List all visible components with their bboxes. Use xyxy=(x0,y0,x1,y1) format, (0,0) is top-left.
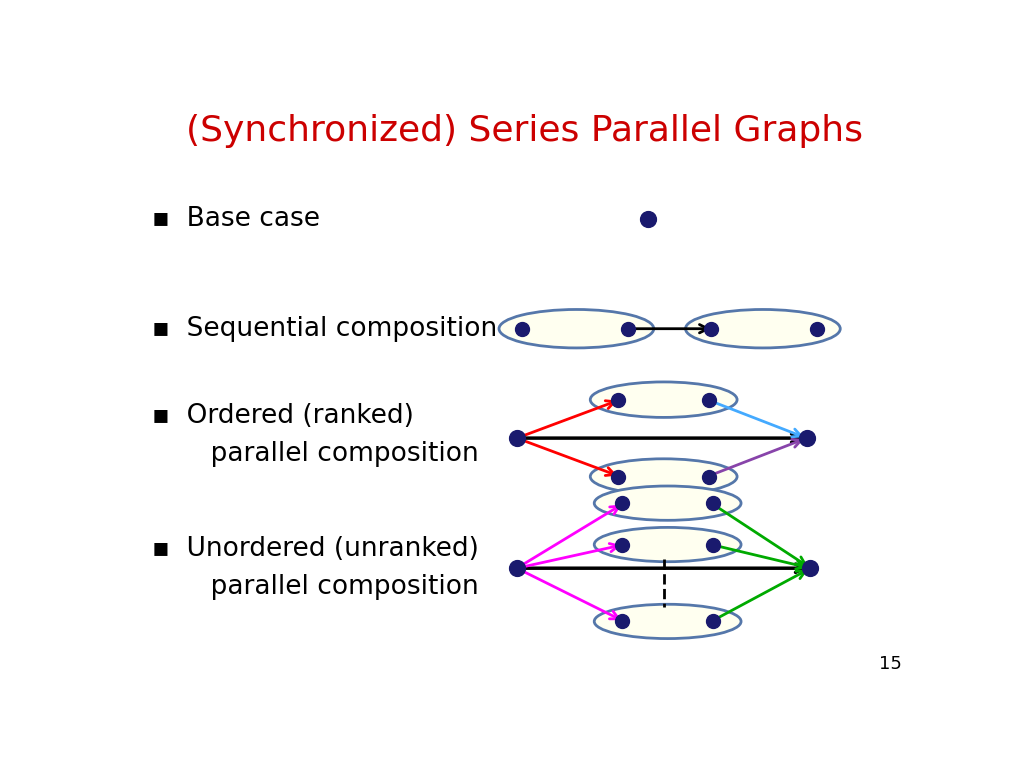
Point xyxy=(809,323,825,335)
Ellipse shape xyxy=(594,604,741,638)
Ellipse shape xyxy=(499,310,653,348)
Point xyxy=(799,432,815,444)
Point xyxy=(610,470,627,483)
Point xyxy=(610,393,627,406)
Point xyxy=(640,214,656,226)
Point xyxy=(705,497,721,509)
Text: ▪  Unordered (unranked)
       parallel composition: ▪ Unordered (unranked) parallel composit… xyxy=(152,536,478,601)
Point xyxy=(509,432,525,444)
Point xyxy=(705,538,721,551)
Point xyxy=(703,323,720,335)
Ellipse shape xyxy=(590,382,737,418)
Point xyxy=(614,497,631,509)
Ellipse shape xyxy=(594,486,741,520)
Point xyxy=(700,393,717,406)
Point xyxy=(614,615,631,627)
Point xyxy=(705,615,721,627)
Ellipse shape xyxy=(594,528,741,561)
Point xyxy=(620,323,636,335)
Point xyxy=(700,470,717,483)
Ellipse shape xyxy=(685,310,841,348)
Point xyxy=(509,562,525,574)
Point xyxy=(614,538,631,551)
Text: 15: 15 xyxy=(879,655,902,673)
Point xyxy=(803,562,819,574)
Text: ▪  Base case: ▪ Base case xyxy=(152,207,319,232)
Ellipse shape xyxy=(590,458,737,495)
Text: ▪  Ordered (ranked)
       parallel composition: ▪ Ordered (ranked) parallel composition xyxy=(152,403,478,467)
Text: ▪  Sequential composition: ▪ Sequential composition xyxy=(152,316,497,342)
Text: (Synchronized) Series Parallel Graphs: (Synchronized) Series Parallel Graphs xyxy=(186,114,863,147)
Point xyxy=(514,323,530,335)
